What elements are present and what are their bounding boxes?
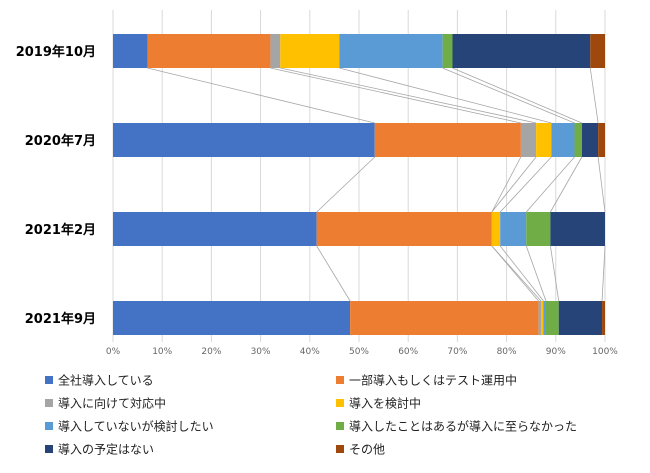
series-line xyxy=(601,245,606,302)
bar-segment xyxy=(526,212,551,246)
bar-segment xyxy=(374,123,521,157)
series-line xyxy=(550,156,583,213)
bar-segment xyxy=(147,34,271,68)
legend-label: 導入に向けて対応中 xyxy=(58,396,166,411)
legend-item: 導入に向けて対応中 xyxy=(45,396,166,411)
category-label: 2021年9月 xyxy=(25,311,96,327)
bar-segment xyxy=(113,34,148,68)
legend-label: 導入を検討中 xyxy=(349,396,421,411)
legend-swatch xyxy=(45,376,53,384)
series-lines xyxy=(147,67,606,302)
legend-item: 全社導入している xyxy=(45,373,154,388)
tick-label: 70% xyxy=(447,347,467,357)
bar-segment xyxy=(113,123,375,157)
category-label: 2020年7月 xyxy=(25,133,96,149)
legend-item: その他 xyxy=(336,443,385,457)
legend-label: その他 xyxy=(349,443,385,457)
legend-item: 導入していないが検討したい xyxy=(45,419,214,434)
series-line xyxy=(147,67,375,124)
bar-segment xyxy=(316,212,492,246)
series-line xyxy=(499,245,544,302)
legend-label: 一部導入もしくはテスト運用中 xyxy=(349,373,517,388)
bar-segment xyxy=(543,301,546,335)
series-line xyxy=(525,245,547,302)
series-line xyxy=(280,67,537,124)
bar-segment xyxy=(545,301,559,335)
bar-segment xyxy=(442,34,453,68)
x-axis-ticks: 0% 10% 20% 30% 40% 50% 60% 70% 80% 90% 100% xyxy=(106,347,618,357)
tick-label: 10% xyxy=(152,347,172,357)
bar-segment xyxy=(590,34,605,68)
series-line xyxy=(499,156,552,213)
bar-segment xyxy=(520,123,537,157)
series-line xyxy=(316,245,351,302)
bar-segment xyxy=(536,123,552,157)
legend-label: 全社導入している xyxy=(58,373,154,388)
series-line xyxy=(452,67,583,124)
bar-segment xyxy=(550,212,605,246)
tick-label: 100% xyxy=(592,347,618,357)
legend-item: 導入の予定はない xyxy=(45,442,154,457)
legend-swatch xyxy=(45,422,53,430)
category-label: 2019年10月 xyxy=(16,44,96,60)
bar-segment xyxy=(339,34,443,68)
bar-segment xyxy=(270,34,281,68)
series-line xyxy=(525,156,575,213)
series-line xyxy=(597,156,606,213)
tick-label: 0% xyxy=(106,347,121,357)
bar-segment xyxy=(538,301,542,335)
legend-swatch xyxy=(336,376,344,384)
bar-segment xyxy=(452,34,591,68)
tick-label: 90% xyxy=(546,347,566,357)
series-line xyxy=(270,67,521,124)
bar-segment xyxy=(113,212,317,246)
legend-item: 一部導入もしくはテスト運用中 xyxy=(336,373,517,388)
bar-segment xyxy=(350,301,539,335)
tick-label: 60% xyxy=(398,347,418,357)
bar-segment xyxy=(551,123,575,157)
bar-segment xyxy=(500,212,527,246)
legend-swatch xyxy=(336,422,344,430)
series-line xyxy=(491,245,542,302)
legend-swatch xyxy=(336,445,344,453)
tick-label: 50% xyxy=(349,347,369,357)
series-line xyxy=(316,156,376,213)
bar-segment xyxy=(558,301,603,335)
tick-label: 80% xyxy=(497,347,517,357)
bar-segment xyxy=(541,301,544,335)
series-line xyxy=(491,156,537,213)
series-line xyxy=(442,67,575,124)
bar-segment xyxy=(574,123,582,157)
legend-swatch xyxy=(45,445,53,453)
series-line xyxy=(491,156,522,213)
legend-swatch xyxy=(336,399,344,407)
legend-label: 導入したことはあるが導入に至らなかった xyxy=(349,419,577,434)
bars xyxy=(113,34,605,335)
bar-segment xyxy=(602,301,605,335)
legend-item: 導入したことはあるが導入に至らなかった xyxy=(336,419,577,434)
tick-label: 40% xyxy=(300,347,320,357)
legend-item: 導入を検討中 xyxy=(336,396,421,411)
category-labels: 2019年10月 2020年7月 2021年2月 2021年9月 xyxy=(16,44,96,327)
bar-segment xyxy=(491,212,501,246)
category-label: 2021年2月 xyxy=(25,222,96,238)
tick-label: 30% xyxy=(251,347,271,357)
legend-label: 導入の予定はない xyxy=(58,442,154,457)
series-line xyxy=(339,67,552,124)
bar-segment xyxy=(113,301,351,335)
bar-segment xyxy=(280,34,340,68)
bar-segment xyxy=(598,123,605,157)
tick-label: 20% xyxy=(201,347,221,357)
bar-segment xyxy=(581,123,599,157)
series-line xyxy=(589,67,599,124)
series-line xyxy=(549,245,560,302)
legend-label: 導入していないが検討したい xyxy=(58,419,214,434)
legend-swatch xyxy=(45,399,53,407)
